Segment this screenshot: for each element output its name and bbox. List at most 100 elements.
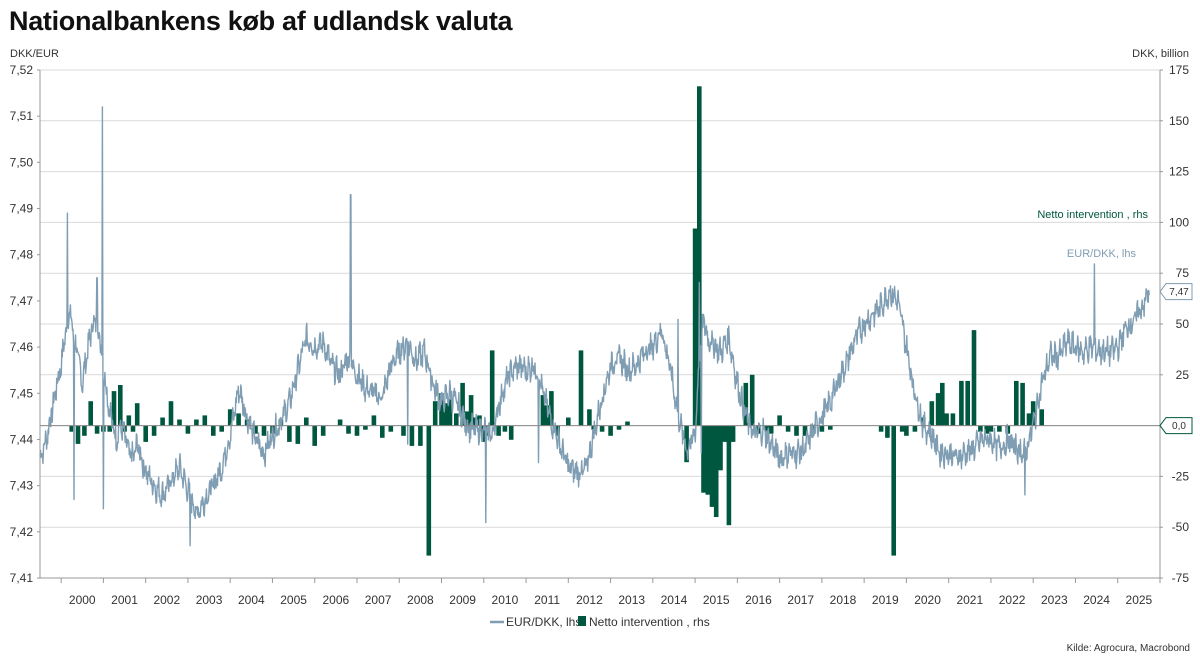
x-tick-label: 2011 [534,593,560,607]
x-tick-label: 2001 [111,593,138,607]
intervention-bar [143,425,148,442]
intervention-bar [929,401,935,426]
intervention-bar [151,425,157,436]
intervention-bar [354,425,360,436]
x-tick-label: 2024 [1083,593,1110,607]
axes: 7,41 7,42 7,43 7,44 7,45 7,46 7,47 7,48 7,49 7,50… [10,48,1190,607]
left-tick-label: 7,50 [10,155,34,169]
left-axis-unit: DKK/EUR [10,48,59,60]
gridlines [40,69,1160,579]
intervention-bar [1039,409,1044,426]
left-tick-label: 7,41 [10,571,34,585]
intervention-bar [950,413,956,426]
x-tick-label: 2000 [69,593,96,607]
right-tick-label: 25 [1176,368,1190,382]
intervention-bar [88,401,93,426]
intervention-bar [701,425,706,493]
intervention-bar [295,425,301,444]
intervention-bar [496,425,501,436]
intervention-bar [111,391,117,426]
intervention-bar [726,425,732,526]
left-tick-label: 7,44 [10,432,34,446]
eurdkk-line-group [39,106,1150,547]
intervention-bar [899,425,905,432]
intervention-bar [219,425,224,432]
intervention-bar [1014,380,1019,426]
intervention-bar [1020,382,1025,426]
x-tick-label: 2006 [322,593,349,607]
intervention-bar [697,86,702,426]
intervention-bar [549,391,554,426]
value-tag: 7,47 [1159,283,1193,301]
intervention-bar [261,425,267,436]
intervention-bar [997,425,1002,432]
intervention-bar [312,425,317,446]
intervention-bar [988,425,994,432]
intervention-bar [168,401,174,426]
right-tick-label: 75 [1176,266,1190,280]
intervention-bar [965,380,970,426]
right-tick-label: -75 [1172,571,1190,585]
intervention-bar [160,417,165,426]
intervention-bar [118,385,123,426]
intervention-bar [134,403,140,426]
intervention-bar [227,409,233,426]
intervention-bar [508,425,514,440]
intervention-bar [802,425,808,436]
x-tick-label: 2025 [1126,593,1153,607]
intervention-bar [692,228,698,426]
x-tick-label: 2021 [956,593,983,607]
intervention-bar [616,425,622,430]
right-tick-label: 125 [1169,165,1189,179]
x-tick-label: 2019 [872,593,899,607]
intervention-bar [481,425,487,442]
intervention-bar [978,425,983,432]
intervention-bar [460,382,465,426]
intervention-bar [828,425,833,430]
annotation-intervention: Netto intervention , rhs [1037,209,1148,221]
intervention-bar [194,419,199,426]
intervention-bar [705,425,711,495]
intervention-bar [380,425,385,438]
x-tick-label: 2009 [449,593,476,607]
left-tick-label: 7,47 [10,294,34,308]
source-note: Kilde: Agrocura, Macrobond [1067,643,1190,654]
intervention-bar [432,401,438,426]
left-tick-label: 7,49 [10,202,34,216]
intervention-bar [587,409,592,426]
intervention-bar [82,425,87,436]
intervention-bar [346,425,351,434]
x-tick-label: 2018 [830,593,857,607]
value-tag-box [1159,417,1193,435]
legend: EUR/DKK, lhs Netto intervention , rhs [490,615,710,629]
intervention-bar [320,425,326,436]
intervention-bar [785,425,791,432]
intervention-bar [185,425,191,434]
annotation-eurdkk: EUR/DKK, lhs [1067,248,1137,260]
intervention-bar [743,382,749,426]
x-tick-label: 2003 [196,593,223,607]
intervention-bar [764,425,770,432]
x-tick-label: 2002 [153,593,180,607]
right-tick-label: -25 [1172,469,1190,483]
x-tick-label: 2017 [787,593,814,607]
intervention-bar [912,425,918,432]
x-tick-label: 2013 [618,593,645,607]
intervention-bar [718,425,723,471]
intervention-bar [709,425,715,507]
intervention-bar [489,350,495,426]
intervention-bar [69,425,74,432]
right-tick-label: 100 [1169,215,1189,229]
intervention-bar [371,415,377,426]
intervention-bar [944,413,949,426]
intervention-bar [304,417,309,426]
intervention-bar [684,425,689,463]
value-tag-label: 0,0 [1172,421,1186,432]
x-tick-label: 2023 [1041,593,1068,607]
x-tick-label: 2008 [407,593,434,607]
intervention-bar [940,382,945,426]
intervention-bar [94,425,100,434]
left-tick-label: 7,52 [10,63,34,77]
intervention-bar [447,399,453,426]
intervention-bars [69,86,1044,556]
